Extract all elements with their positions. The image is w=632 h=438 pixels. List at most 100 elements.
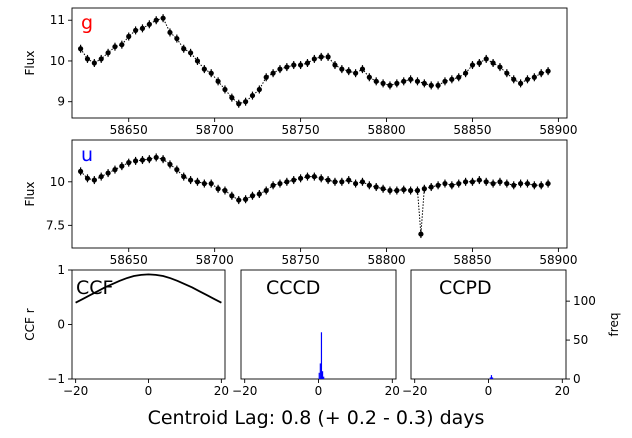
u-data-point: [167, 161, 173, 167]
ccpd-xtick-label: −20: [402, 384, 427, 398]
g-panel-label: g: [81, 12, 93, 34]
g-data-point: [98, 56, 104, 62]
u-data-point: [483, 179, 489, 185]
g-data-point: [304, 60, 311, 66]
g-data-point: [277, 66, 283, 72]
g-ytick-label: 10: [50, 54, 65, 68]
g-data-point: [524, 76, 531, 82]
g-data-point: [91, 60, 97, 66]
g-data-point: [352, 70, 359, 76]
g-data-point: [181, 46, 187, 52]
g-ytick-label: 9: [57, 95, 65, 109]
g-data-point: [359, 66, 366, 72]
g-data-point: [435, 82, 441, 89]
g-data-point: [263, 74, 269, 80]
g-data-point: [373, 78, 379, 84]
g-data-point: [160, 15, 166, 21]
g-data-point: [201, 66, 207, 72]
ccpd-panel-label: CCPD: [439, 277, 492, 299]
u-frame: [71, 139, 568, 249]
u-data-point: [270, 182, 276, 188]
u-data-point: [407, 187, 414, 194]
cccd-xtick-label: 20: [385, 384, 400, 398]
u-data-point: [256, 191, 262, 197]
g-data-point: [270, 70, 276, 76]
g-data-point: [346, 68, 352, 74]
g-data-point: [208, 70, 214, 76]
g-data-point: [469, 62, 476, 68]
g-data-point: [407, 76, 414, 82]
ccpd-histogram-bar: [489, 377, 491, 379]
u-ylabel: Flux: [23, 182, 37, 207]
u-data-point: [263, 187, 269, 194]
ccpd-xtick-label: 20: [555, 384, 570, 398]
g-data-point: [387, 82, 393, 89]
g-data-point: [456, 74, 462, 80]
g-data-point: [77, 46, 84, 52]
g-data-point: [538, 70, 544, 76]
u-data-point: [352, 180, 359, 187]
u-data-point: [291, 177, 297, 183]
u-data-point: [146, 156, 152, 162]
u-data-point: [504, 180, 510, 187]
g-data-point: [105, 50, 111, 56]
cccd-histogram-bar: [321, 371, 324, 379]
g-data-point: [414, 78, 421, 84]
u-data-point: [517, 180, 524, 187]
panel-cccd: −20 0 20 CCCD: [232, 269, 400, 398]
g-data-point: [339, 66, 345, 72]
u-data-point: [139, 157, 146, 163]
g-data-point: [291, 62, 297, 68]
u-data-point: [462, 179, 469, 185]
g-data-point: [153, 17, 159, 23]
u-data-point: [91, 177, 97, 183]
g-ylabel: Flux: [23, 51, 37, 76]
u-data-point: [194, 179, 201, 185]
g-data-point: [126, 33, 132, 40]
ccf-ylabel: CCF r: [23, 308, 37, 340]
u-data-point: [181, 173, 187, 180]
g-data-point: [132, 27, 139, 34]
u-data-point: [98, 173, 104, 180]
cccd-xtick-label: 0: [315, 384, 323, 398]
u-data-point: [497, 179, 503, 185]
u-data-point: [84, 175, 91, 181]
ccpd-histogram-bar: [490, 375, 493, 379]
g-data-point: [236, 101, 242, 107]
u-ytick-label: 7.5: [46, 218, 65, 232]
u-data-point: [229, 193, 235, 199]
g-data-point: [222, 86, 228, 93]
ccpd-ytick-label: 0: [573, 372, 581, 386]
cccd-xtick-label: −20: [232, 384, 257, 398]
panel-ccf: −20 0 20 −1 0 1 CCF r CCF: [23, 263, 229, 398]
u-data-point: [366, 182, 372, 188]
u-data-point: [490, 180, 496, 187]
g-data-point: [490, 60, 496, 66]
u-data-point: [119, 163, 125, 169]
u-data-point: [456, 180, 462, 187]
g-data-point: [229, 95, 235, 101]
u-data-point: [531, 182, 537, 188]
ccpd-ytick-label: 50: [573, 333, 588, 347]
u-data-point: [394, 187, 400, 194]
u-data-point: [332, 179, 338, 185]
u-data-point: [359, 179, 366, 185]
g-data-point: [449, 76, 455, 82]
ccf-ytick-label: 0: [57, 318, 65, 332]
g-xtick-label: 58800: [367, 123, 405, 137]
u-connector-line: [80, 156, 549, 235]
u-data-point: [201, 180, 207, 187]
u-data-point: [449, 182, 455, 188]
u-data-point: [187, 177, 194, 183]
g-data-point: [531, 74, 537, 80]
u-data-point: [346, 177, 352, 183]
u-xtick-label: 58750: [282, 253, 320, 267]
ccf-panel-label: CCF: [76, 277, 113, 299]
cccd-panel-label: CCCD: [266, 277, 320, 299]
u-data-point: [339, 179, 345, 185]
cccd-histogram-bar: [323, 376, 325, 379]
u-data-point: [112, 167, 118, 173]
u-data-point: [421, 186, 427, 192]
g-data-point: [504, 70, 510, 76]
